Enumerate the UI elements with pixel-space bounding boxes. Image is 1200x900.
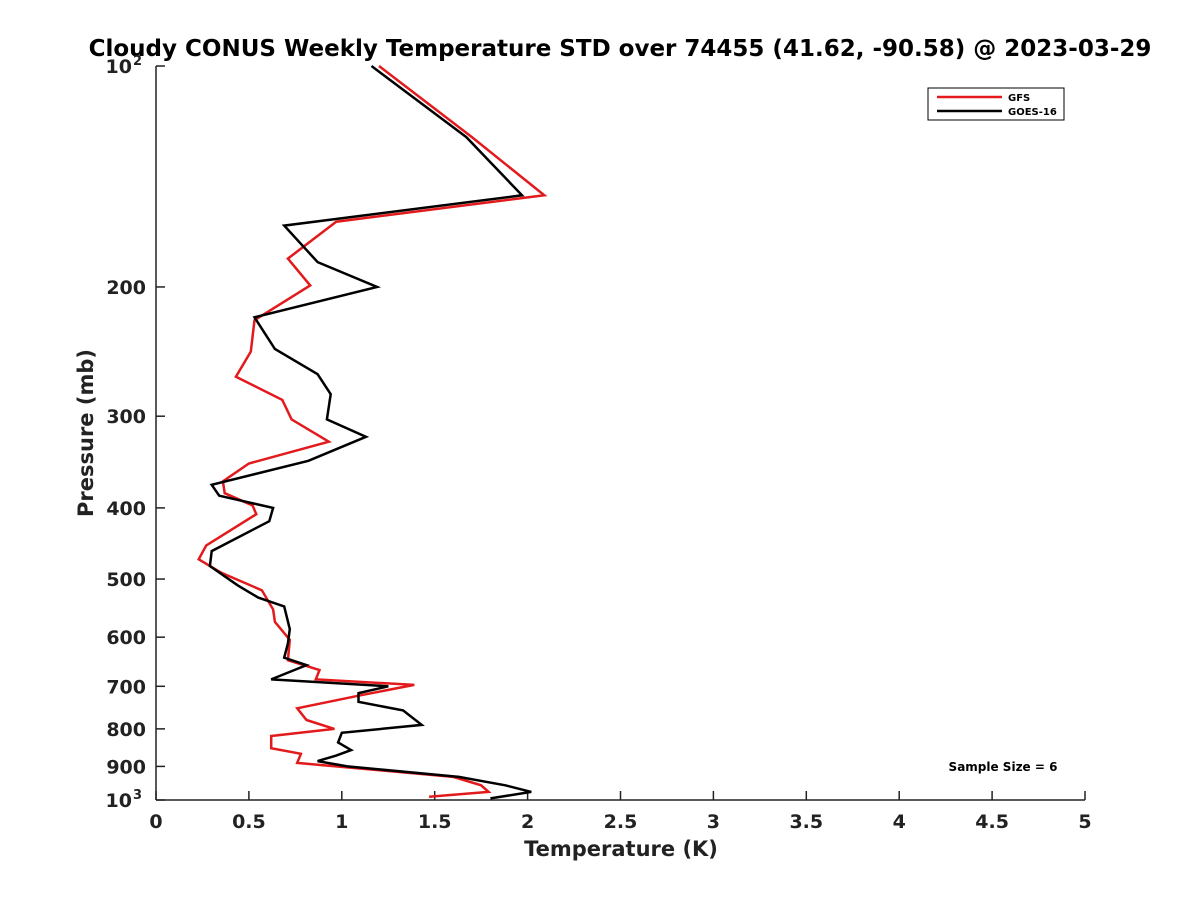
- legend: GFS GOES-16: [927, 87, 1065, 121]
- x-tick-label: 5: [1078, 811, 1091, 833]
- series-line-gfs: [197, 65, 548, 799]
- y-tick-label: 600: [106, 627, 146, 649]
- y-tick-label-exponent: 2: [133, 54, 142, 69]
- x-tick-label: 4: [893, 811, 906, 833]
- y-tick-label: 900: [106, 756, 146, 778]
- x-tick-label: 1: [335, 811, 348, 833]
- y-tick-label-exponent: 3: [133, 788, 142, 803]
- chart-title: Cloudy CONUS Weekly Temperature STD over…: [89, 36, 1152, 62]
- y-tick-label: 400: [106, 498, 146, 520]
- x-tick-label: 0: [149, 811, 162, 833]
- sample-size-annotation: Sample Size = 6: [949, 760, 1058, 774]
- y-axis-label: Pressure (mb): [74, 349, 98, 517]
- legend-box: [927, 87, 1065, 121]
- y-tick-label-base: 10: [106, 56, 132, 78]
- x-tick-label: 4.5: [975, 811, 1009, 833]
- y-tick-label: 500: [106, 569, 146, 591]
- y-tick-label: 800: [106, 719, 146, 741]
- x-axis-label: Temperature (K): [524, 837, 718, 861]
- x-tick-label: 3: [707, 811, 720, 833]
- legend-label: GFS: [1008, 93, 1030, 104]
- x-tick-label: 1.5: [418, 811, 452, 833]
- x-tick-label: 3.5: [789, 811, 823, 833]
- x-tick-label: 2: [521, 811, 534, 833]
- y-tick-label: 200: [106, 277, 146, 299]
- y-tick-label-base: 10: [106, 790, 132, 812]
- y-tick-label-power: 10 3: [106, 788, 143, 812]
- y-tick-label: 700: [106, 676, 146, 698]
- y-tick-label: 300: [106, 406, 146, 428]
- x-axis: 0 0.5 1 1.5 2 2.5 3 3.5 4 4.5 5: [149, 791, 1092, 833]
- legend-label: GOES-16: [1008, 107, 1057, 118]
- x-tick-label: 2.5: [604, 811, 638, 833]
- series-line-goes16: [208, 65, 532, 800]
- y-tick-label-power: 10 2: [106, 54, 143, 78]
- series-layer: [197, 65, 548, 800]
- x-tick-label: 0.5: [232, 811, 266, 833]
